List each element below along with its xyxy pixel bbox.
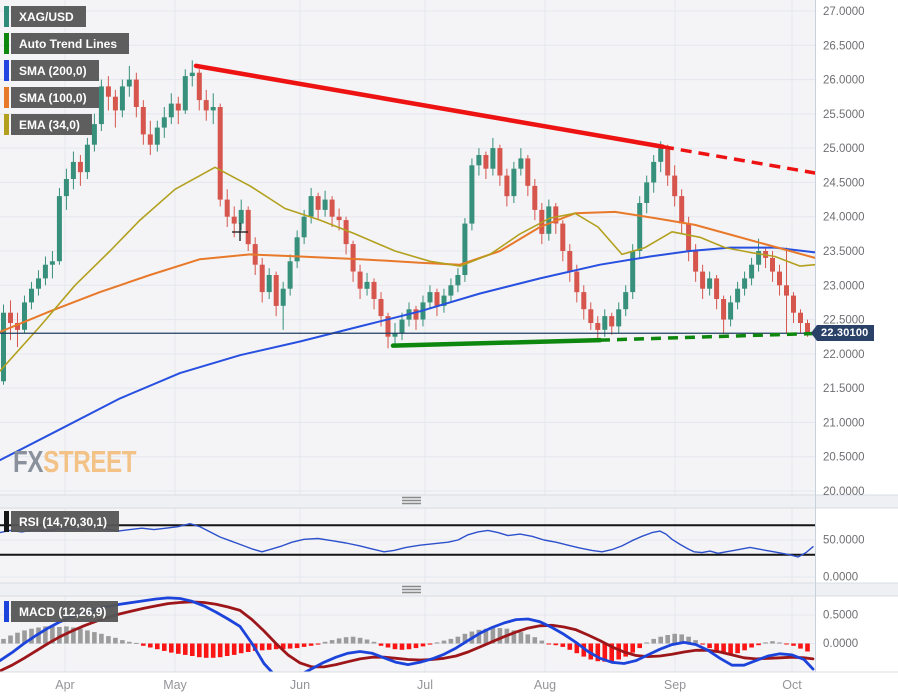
svg-text:23.0000: 23.0000 — [823, 280, 865, 292]
svg-text:Aug: Aug — [534, 678, 556, 692]
svg-text:24.0000: 24.0000 — [823, 212, 865, 224]
svg-text:26.0000: 26.0000 — [823, 75, 865, 87]
indicator-chip-auto-trend-lines[interactable]: Auto Trend Lines — [4, 33, 130, 54]
svg-text:27.0000: 27.0000 — [823, 6, 865, 18]
price-axis: 27.0000 26.5000 26.0000 25.5000 25.0000 24.50… — [815, 0, 865, 672]
crosshair-icon — [232, 223, 248, 241]
svg-text:20.5000: 20.5000 — [823, 452, 865, 464]
chip-color-swatch — [4, 60, 9, 81]
rsi-levels — [0, 524, 815, 556]
trend-lines — [193, 63, 823, 348]
fxstreet-watermark: FXSTREET — [13, 444, 137, 479]
chip-label: SMA (100,0) — [11, 87, 99, 108]
svg-text:Apr: Apr — [55, 678, 74, 692]
svg-text:21.0000: 21.0000 — [823, 417, 865, 429]
chip-color-swatch — [4, 601, 9, 622]
svg-text:25.5000: 25.5000 — [823, 109, 865, 121]
chip-label: RSI (14,70,30,1) — [11, 511, 120, 532]
svg-text:24.5000: 24.5000 — [823, 177, 865, 189]
indicator-chip-sma200[interactable]: SMA (200,0) — [4, 60, 99, 81]
svg-text:0.0000: 0.0000 — [823, 572, 858, 584]
svg-text:22.0000: 22.0000 — [823, 349, 865, 361]
macd-lines — [0, 596, 815, 681]
chip-label: XAG/USD — [11, 6, 86, 27]
svg-text:0.5000: 0.5000 — [823, 610, 858, 622]
chip-color-swatch — [4, 87, 9, 108]
gridlines — [0, 0, 815, 672]
chip-color-swatch — [4, 33, 9, 54]
svg-text:0.0000: 0.0000 — [823, 638, 858, 650]
panel-backgrounds — [0, 0, 815, 672]
svg-text:26.5000: 26.5000 — [823, 40, 865, 52]
svg-text:Oct: Oct — [782, 678, 802, 692]
time-axis: Apr May Jun Jul Aug Sep Oct — [0, 671, 898, 697]
chip-color-swatch — [4, 114, 9, 135]
chip-label: EMA (34,0) — [11, 114, 92, 135]
moving-averages — [0, 166, 816, 462]
indicator-chip-ema34[interactable]: EMA (34,0) — [4, 114, 92, 135]
chip-label: MACD (12,26,9) — [11, 601, 119, 622]
svg-text:Jun: Jun — [290, 678, 310, 692]
last-price-tag: 22.30100 — [811, 325, 875, 341]
svg-text:50.0000: 50.0000 — [823, 535, 865, 547]
indicator-chip-sma100[interactable]: SMA (100,0) — [4, 87, 99, 108]
candles-layer — [1, 60, 810, 385]
indicator-chip-macd[interactable]: MACD (12,26,9) — [4, 601, 119, 622]
chip-label: SMA (200,0) — [11, 60, 99, 81]
indicator-chip-symbol[interactable]: XAG/USD — [4, 6, 86, 27]
svg-text:20.0000: 20.0000 — [823, 486, 865, 498]
indicator-chip-rsi[interactable]: RSI (14,70,30,1) — [4, 511, 120, 532]
svg-text:25.0000: 25.0000 — [823, 143, 865, 155]
svg-text:22.5000: 22.5000 — [823, 315, 865, 327]
price-tag-arrow-icon — [811, 325, 817, 341]
chip-label: Auto Trend Lines — [11, 33, 130, 54]
svg-text:Jul: Jul — [417, 678, 433, 692]
fxstreet-watermark-fx: FX — [13, 444, 44, 479]
svg-text:Sep: Sep — [664, 678, 686, 692]
svg-text:May: May — [163, 678, 187, 692]
svg-text:21.5000: 21.5000 — [823, 383, 865, 395]
price-tag-value: 22.30100 — [817, 325, 875, 341]
chip-color-swatch — [4, 6, 9, 27]
fxstreet-watermark-street: STREET — [43, 444, 137, 479]
divider-drag-handle[interactable] — [402, 496, 421, 594]
panel-dividers — [0, 494, 898, 597]
rsi-line — [0, 523, 814, 558]
chip-color-swatch — [4, 511, 9, 532]
svg-text:23.5000: 23.5000 — [823, 246, 865, 258]
